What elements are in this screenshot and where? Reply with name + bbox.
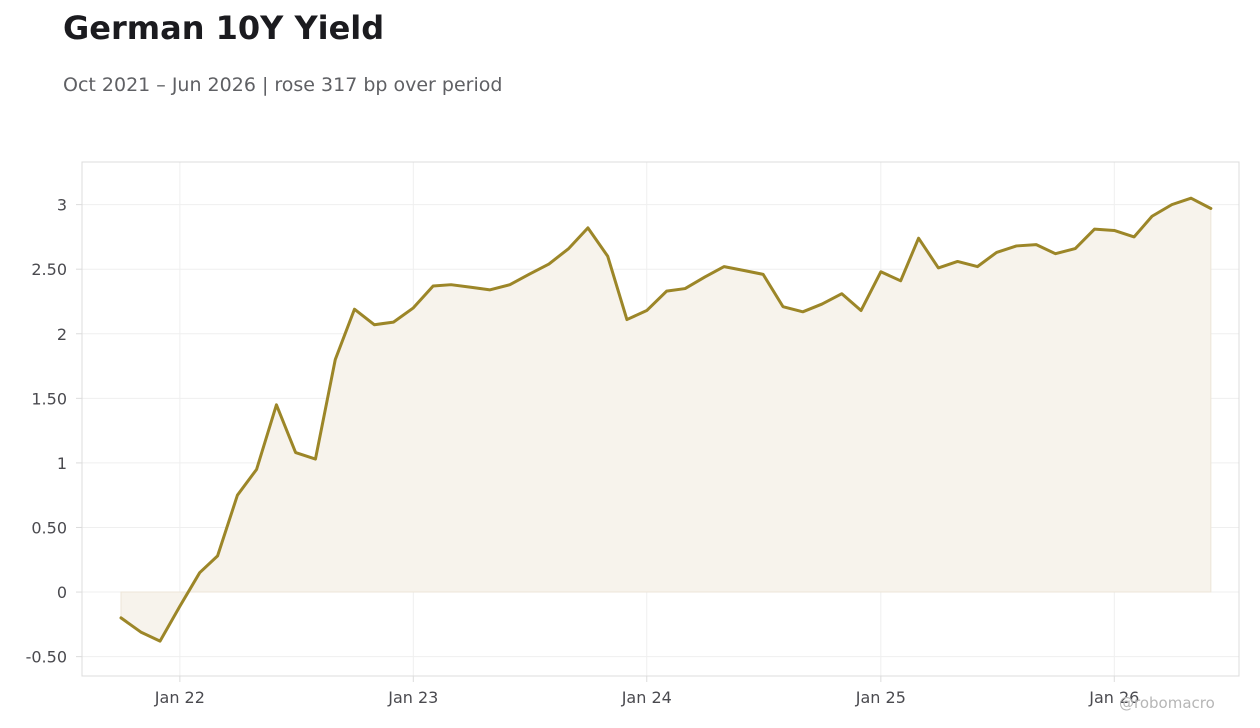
series-line bbox=[119, 196, 1213, 643]
y-tick-label: 1 bbox=[57, 454, 67, 473]
watermark: @robomacro bbox=[1119, 694, 1215, 712]
x-tick-label: Jan 26 bbox=[1088, 688, 1139, 707]
plot-frame bbox=[81, 161, 1240, 677]
y-axis-ticks: -0.50 0 0.50 1 1.50 2 2.50 3 bbox=[26, 196, 82, 667]
x-tick-label: Jan 25 bbox=[855, 688, 906, 707]
chart-title: German 10Y Yield bbox=[63, 9, 385, 47]
y-tick-label: 0 bbox=[57, 583, 67, 602]
y-tick-label: 2.50 bbox=[31, 260, 67, 279]
x-tick-label: Jan 22 bbox=[154, 688, 205, 707]
chart-subtitle: Oct 2021 – Jun 2026 | rose 317 bp over p… bbox=[63, 74, 503, 96]
y-tick-label: 0.50 bbox=[31, 518, 67, 537]
y-tick-label: -0.50 bbox=[26, 648, 67, 667]
x-axis-ticks: Jan 22 Jan 23 Jan 24 Jan 25 Jan 26 bbox=[154, 676, 1139, 707]
y-tick-label: 3 bbox=[57, 196, 67, 215]
y-tick-label: 2 bbox=[57, 325, 67, 344]
x-tick-label: Jan 23 bbox=[387, 688, 438, 707]
y-tick-label: 1.50 bbox=[31, 389, 67, 408]
x-tick-label: Jan 24 bbox=[621, 688, 672, 707]
area-fill bbox=[120, 197, 1212, 642]
